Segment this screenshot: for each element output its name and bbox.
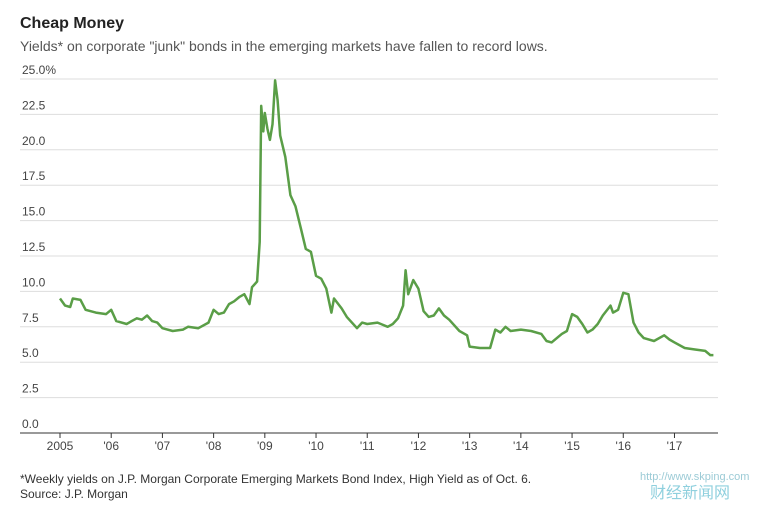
watermark-name: 财经新闻网 [650,484,730,502]
x-tick-label: 2005 [47,439,74,453]
x-tick-label: '10 [308,439,324,453]
watermark: http://www.skping.com [640,471,749,483]
y-tick-label: 25.0% [22,63,56,77]
y-tick-label: 15.0 [22,205,46,219]
x-tick-label: '15 [564,439,580,453]
x-tick-label: '11 [360,439,375,453]
x-tick-label: '17 [667,439,683,453]
y-tick-label: 5.0 [22,346,39,360]
y-tick-label: 20.0 [22,134,46,148]
line [58,79,714,357]
x-tick-label: '13 [462,439,478,453]
y-tick-label: 17.5 [22,169,46,183]
source: Source: J.P. Morgan [20,487,128,501]
x-tick-label: '07 [155,439,171,453]
x-tick-label: '12 [411,439,427,453]
y-tick-label: 2.5 [22,382,39,396]
x-tick-label: '09 [257,439,273,453]
x-tick-label: '06 [103,439,119,453]
chart-subtitle: Yields* on corporate "junk" bonds in the… [20,38,548,54]
x-tick-label: '08 [206,439,222,453]
chart-title: Cheap Money [20,15,124,32]
x-tick-label: '16 [615,439,631,453]
x-tick-label: '14 [513,439,529,453]
y-tick-label: 0.0 [22,417,39,431]
y-tick-label: 12.5 [22,240,46,254]
footnote: *Weekly yields on J.P. Morgan Corporate … [20,472,531,486]
y-tick-label: 10.0 [22,275,46,289]
y-tick-label: 22.5 [22,98,46,112]
y-tick-label: 7.5 [22,311,39,325]
